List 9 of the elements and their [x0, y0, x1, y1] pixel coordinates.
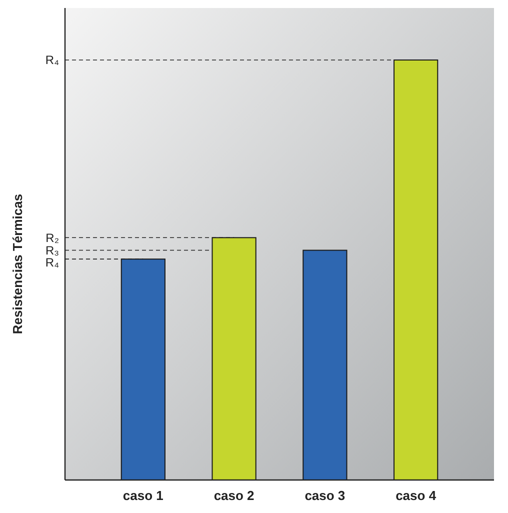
ref-line-label: R₂: [46, 230, 60, 245]
y-axis-title: Resistencias Térmicas: [10, 194, 25, 334]
x-tick-label: caso 3: [304, 488, 346, 503]
ref-line-label: R₃: [45, 243, 60, 258]
ref-line-label: R₄: [45, 53, 60, 68]
x-tick-label: caso 4: [396, 488, 437, 503]
x-tick-label: caso 2: [214, 488, 254, 503]
ref-line-label: R₄: [45, 255, 60, 270]
x-tick-label: caso 1: [122, 488, 164, 503]
